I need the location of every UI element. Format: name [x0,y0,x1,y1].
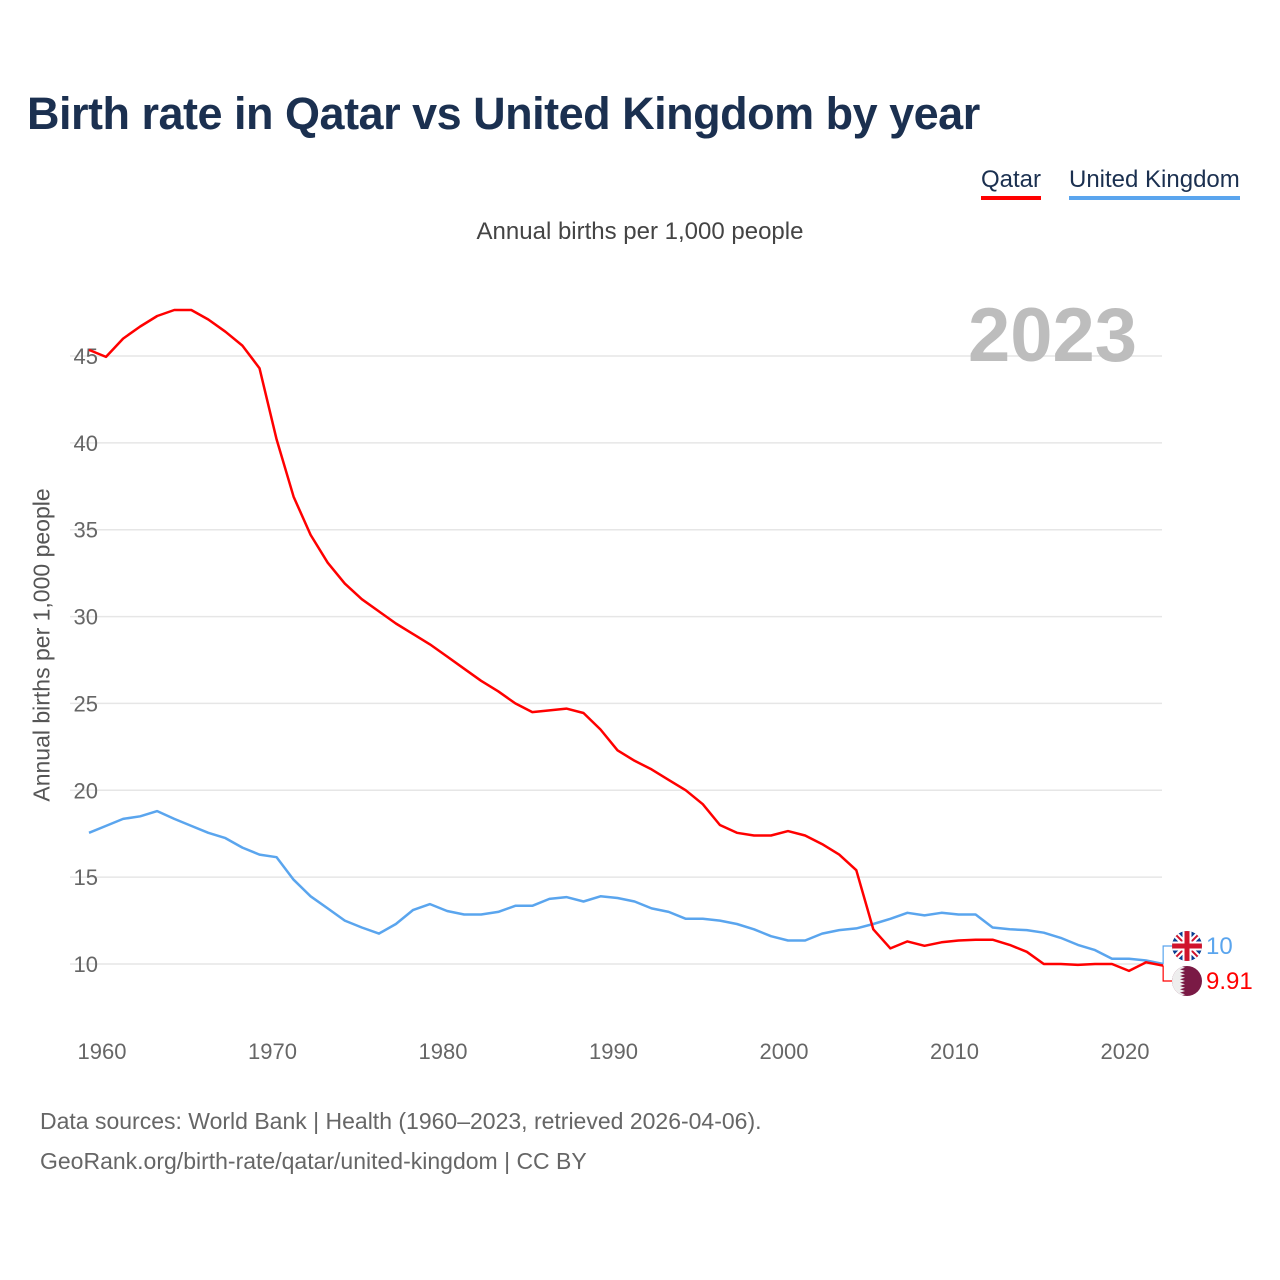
x-tick-label: 1970 [248,1039,297,1064]
y-tick-label: 35 [74,518,98,543]
qatar-flag-icon [1172,966,1202,996]
data-source-text: Data sources: World Bank | Health (1960–… [40,1108,762,1134]
source-url-text[interactable]: GeoRank.org/birth-rate/qatar/united-king… [40,1148,587,1174]
legend-item-qatar[interactable]: Qatar [981,166,1042,200]
x-tick-label: 2020 [1101,1039,1150,1064]
y-tick-label: 25 [74,691,98,716]
current-year-label: 2023 [968,293,1138,378]
y-tick-label: 10 [74,952,98,977]
x-tick-label: 1990 [589,1039,638,1064]
uk-flag-icon [1172,931,1202,961]
y-tick-label: 15 [74,865,98,890]
series-line-united-kingdom[interactable] [88,809,1164,966]
chart-title: Birth rate in Qatar vs United Kingdom by… [27,88,980,139]
y-tick-label: 20 [74,778,98,803]
end-value-label-qatar: 9.91 [1206,968,1253,995]
y-tick-label: 30 [74,605,98,630]
x-tick-label: 1980 [419,1039,468,1064]
x-tick-label: 2010 [930,1039,979,1064]
uk-label-connector [1162,945,1175,964]
chart-subtitle: Annual births per 1,000 people [476,218,804,245]
y-tick-label: 40 [74,431,98,456]
qatar-label-connector [1162,965,1175,982]
x-tick-label: 2000 [760,1039,809,1064]
series-line-qatar[interactable] [88,308,1164,973]
end-value-label-united-kingdom: 10 [1206,933,1233,960]
legend-item-united-kingdom[interactable]: United Kingdom [1069,166,1240,200]
y-tick-label: 45 [74,344,98,369]
x-tick-label: 1960 [78,1039,127,1064]
